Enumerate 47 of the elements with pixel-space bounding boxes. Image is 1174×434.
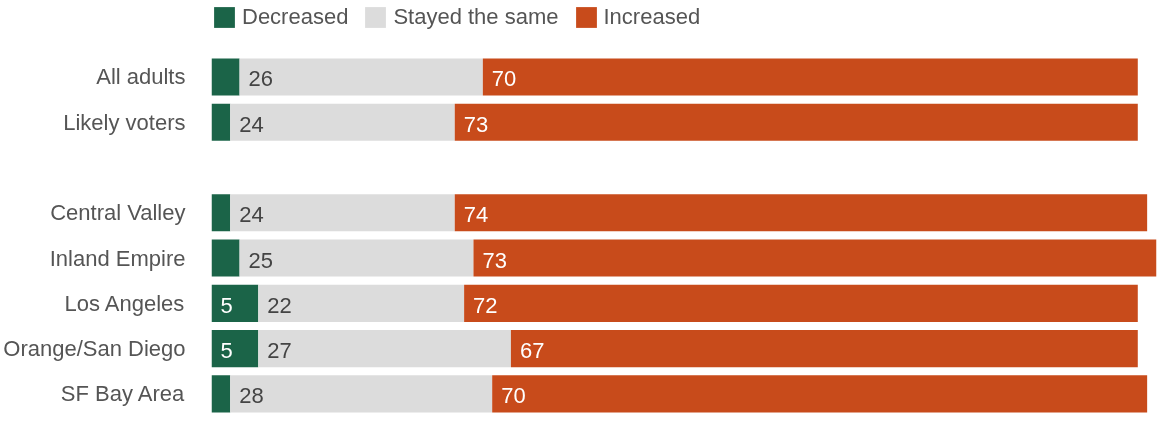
data-label: 73 bbox=[463, 111, 489, 137]
y-tick-label: Central Valley bbox=[50, 200, 186, 226]
data-label: 72 bbox=[473, 292, 498, 318]
bar bbox=[230, 103, 455, 141]
bar bbox=[492, 375, 1148, 413]
y-tick-label: All adults bbox=[96, 64, 186, 90]
bar bbox=[211, 103, 231, 141]
data-label: 24 bbox=[239, 111, 264, 137]
data-label: 70 bbox=[491, 66, 517, 92]
y-tick-label: Inland Empire bbox=[49, 245, 186, 271]
y-tick-label: SF Bay Area bbox=[60, 381, 186, 407]
bar bbox=[239, 239, 474, 277]
data-label: 5 bbox=[220, 338, 233, 364]
legend-label: Decreased bbox=[242, 4, 349, 30]
data-label: 70 bbox=[501, 383, 526, 409]
bar bbox=[230, 194, 455, 232]
bar bbox=[454, 103, 1138, 141]
legend-label: Increased bbox=[603, 4, 701, 30]
bar bbox=[230, 375, 493, 413]
data-label: 22 bbox=[267, 292, 292, 318]
data-label: 26 bbox=[248, 66, 274, 92]
data-label: 5 bbox=[220, 292, 233, 318]
bar bbox=[473, 239, 1157, 277]
y-tick-label: Orange/San Diego bbox=[3, 336, 186, 362]
bar bbox=[464, 284, 1138, 322]
bar bbox=[482, 58, 1138, 96]
y-tick-label: Likely voters bbox=[63, 109, 186, 135]
data-label: 28 bbox=[239, 383, 264, 409]
data-label: 67 bbox=[519, 338, 545, 364]
bar bbox=[211, 194, 231, 232]
data-label: 27 bbox=[267, 338, 292, 364]
data-label: 74 bbox=[463, 202, 489, 228]
bar bbox=[211, 58, 240, 96]
bar bbox=[211, 330, 259, 368]
bar bbox=[211, 239, 240, 277]
legend-label: Stayed the same bbox=[393, 4, 559, 30]
y-tick-label: Los Angeles bbox=[64, 290, 185, 316]
data-label: 73 bbox=[482, 247, 507, 273]
bar bbox=[258, 330, 511, 368]
bar bbox=[258, 284, 465, 322]
data-label: 24 bbox=[239, 202, 264, 228]
bar bbox=[510, 330, 1138, 368]
bar bbox=[239, 58, 483, 96]
data-label: 25 bbox=[248, 247, 274, 273]
bar bbox=[211, 375, 231, 413]
bar bbox=[454, 194, 1148, 232]
bar bbox=[211, 284, 259, 322]
